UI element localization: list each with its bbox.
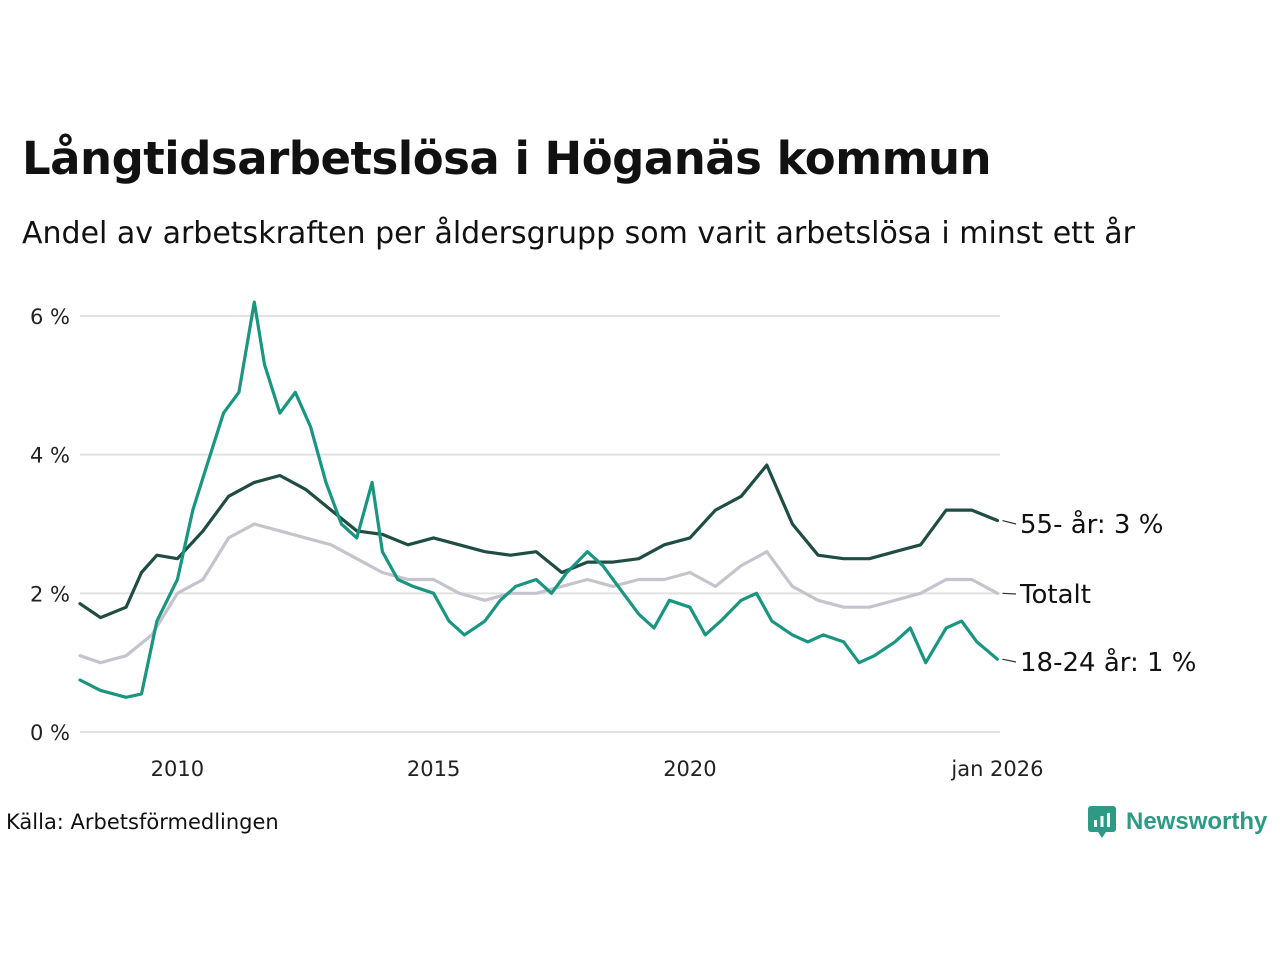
grid-lines: [80, 315, 1000, 733]
series-label: Totalt: [1019, 580, 1091, 610]
y-axis-ticks: 0 % 2 % 4 % 6 %: [30, 305, 70, 745]
label-leader: [1002, 519, 1017, 525]
label-leader: [1002, 592, 1017, 595]
x-tick-label: jan 2026: [950, 757, 1043, 781]
y-tick-label: 0 %: [30, 721, 70, 745]
x-tick-label: 2020: [663, 757, 716, 781]
x-tick-label: 2010: [151, 757, 204, 781]
series-lines: [78, 300, 1000, 699]
brand-name: Newsworthy: [1126, 808, 1268, 835]
x-tick-label: 2015: [407, 757, 460, 781]
label-leader: [1002, 658, 1017, 663]
chart-subtitle: Andel av arbetskraften per åldersgrupp s…: [22, 216, 1135, 251]
y-tick-label: 2 %: [30, 582, 70, 606]
series-line-55-r: [78, 463, 1000, 620]
newsworthy-logo[interactable]: Newsworthy: [1088, 804, 1267, 840]
series-label: 18-24 år: 1 %: [1020, 647, 1197, 678]
y-tick-label: 6 %: [30, 305, 70, 329]
chart-title: Långtidsarbetslösa i Höganäs kommun: [22, 132, 992, 185]
source-note: Källa: Arbetsförmedlingen: [6, 810, 279, 834]
x-axis-ticks: 2010 2015 2020 jan 2026: [151, 757, 1044, 781]
series-line-18-24-r: [78, 300, 1000, 699]
series-label: 55- år: 3 %: [1020, 509, 1163, 540]
series-end-labels: Totalt 55- år: 3 % 18-24 år: 1 %: [1002, 509, 1197, 678]
series-line-totalt: [78, 522, 1000, 665]
newsworthy-logo-icon: [1088, 806, 1116, 838]
y-tick-label: 4 %: [30, 444, 70, 468]
